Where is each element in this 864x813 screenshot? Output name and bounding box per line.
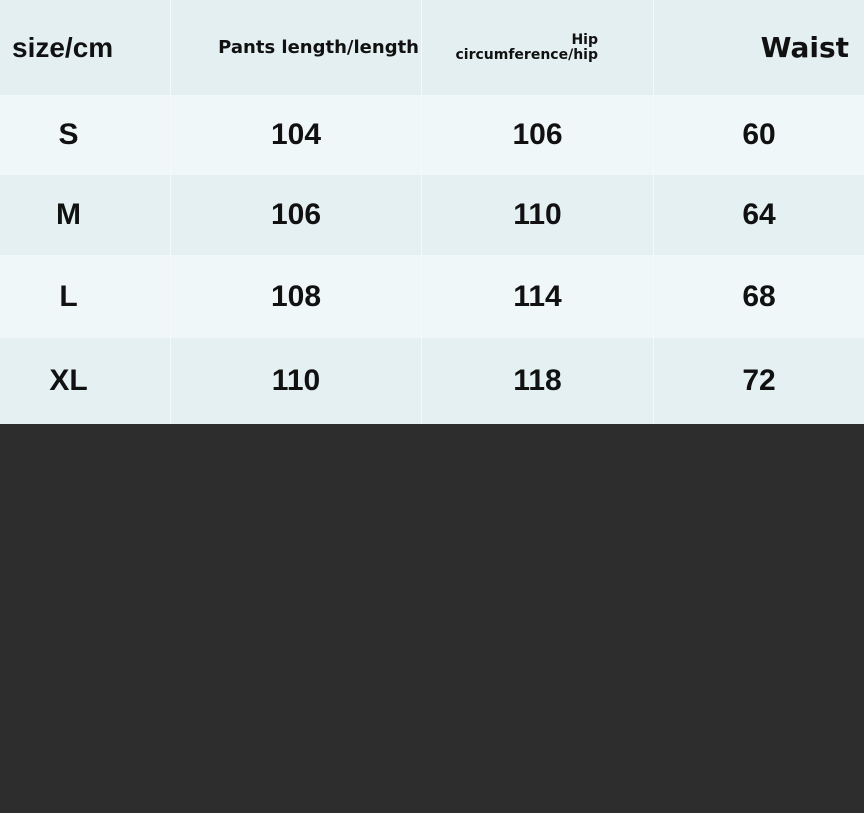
divider <box>421 95 422 175</box>
cell-size: S <box>58 118 79 151</box>
cell-size: L <box>59 279 78 313</box>
cell-waist: 68 <box>742 279 776 313</box>
header-size: size/cm <box>12 31 114 63</box>
cell-pants-length: 106 <box>270 198 322 231</box>
cell-waist: 72 <box>742 364 776 397</box>
size-chart-table: size/cm Pants length/length Hip circumfe… <box>0 0 864 424</box>
cell-waist: 60 <box>742 118 776 151</box>
header-hip-line2: circumference/hip <box>455 46 598 63</box>
header-pants-length: Pants length/length <box>218 37 419 58</box>
divider <box>653 95 654 175</box>
header-hip: Hip circumference/hip <box>422 0 598 95</box>
header-hip-line1: Hip <box>571 31 598 48</box>
cell-waist: 64 <box>742 198 776 231</box>
divider <box>653 175 654 255</box>
divider <box>170 338 171 424</box>
table-row: L 108 114 68 <box>0 255 864 338</box>
divider <box>421 175 422 255</box>
divider <box>421 255 422 338</box>
cell-pants-length: 110 <box>271 364 321 397</box>
table-row: XL 110 118 72 <box>0 338 864 424</box>
table-row: M 106 110 64 <box>0 175 864 255</box>
divider <box>653 0 654 95</box>
cell-pants-length: 104 <box>270 118 322 151</box>
divider <box>170 255 171 338</box>
divider <box>653 255 654 338</box>
cell-size: M <box>56 198 81 231</box>
divider <box>170 175 171 255</box>
cell-pants-length: 108 <box>270 279 322 313</box>
divider <box>653 338 654 424</box>
cell-hip: 118 <box>513 364 562 397</box>
cell-hip: 106 <box>512 118 563 151</box>
divider <box>421 0 422 95</box>
divider <box>170 0 171 95</box>
header-row: size/cm Pants length/length Hip circumfe… <box>0 0 864 95</box>
cell-hip: 114 <box>513 279 562 313</box>
cell-hip: 110 <box>513 198 562 231</box>
header-waist: Waist <box>760 31 849 64</box>
cell-size: XL <box>49 364 88 397</box>
table-row: S 104 106 60 <box>0 95 864 175</box>
divider <box>421 338 422 424</box>
divider <box>170 95 171 175</box>
